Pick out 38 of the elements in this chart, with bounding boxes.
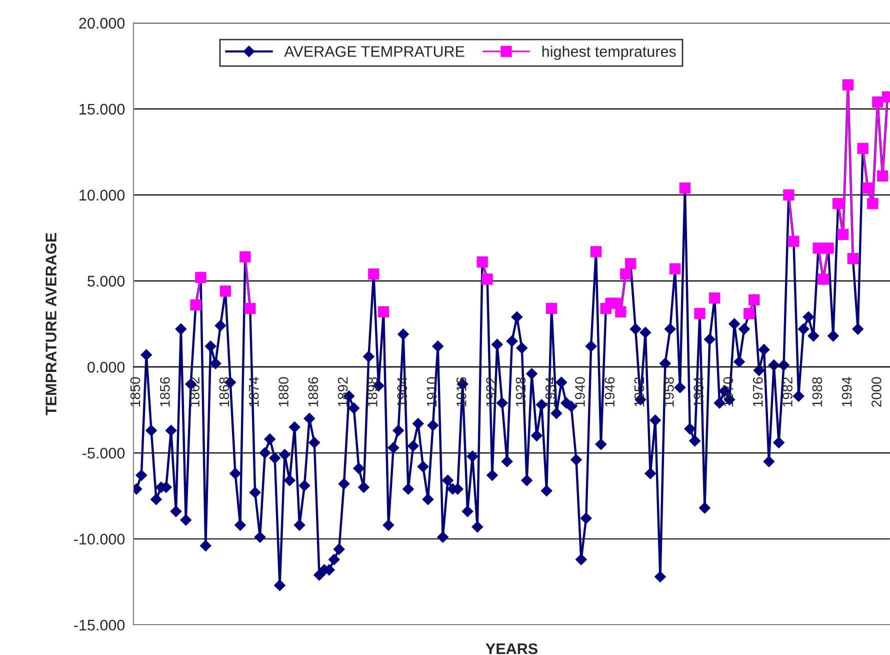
x-tick-label: 1898 (368, 377, 378, 406)
x-tick-label: 1928 (516, 377, 526, 406)
x-tick-label: 1952 (634, 377, 644, 406)
x-tick-label: 1886 (308, 377, 318, 406)
x-axis-title: YEARS (486, 643, 538, 654)
x-tick-label: 1946 (604, 377, 615, 406)
y-tick-label: 10.000 (80, 190, 125, 201)
x-tick-label: 1958 (664, 377, 674, 406)
x-tick-label: 1982 (782, 377, 792, 406)
x-tick-label: 1988 (812, 377, 822, 406)
x-tick-label: 1880 (278, 377, 288, 406)
x-tick-label: 1856 (160, 377, 170, 406)
y-axis-title: TEMPRATURE AVERAGE (46, 232, 56, 416)
y-tick-label: -15.000 (74, 620, 125, 631)
x-tick-label: 1868 (219, 377, 230, 406)
y-tick-label: 20.000 (79, 18, 125, 29)
y-tick-label: 15.000 (80, 104, 125, 115)
legend-label: AVERAGE TEMPRATURE (284, 46, 464, 57)
x-tick-label: 1862 (190, 377, 200, 406)
x-tick-label: 1874 (248, 377, 259, 406)
x-tick-label: 1994 (842, 377, 852, 406)
x-tick-label: 1892 (338, 377, 348, 406)
legend-label: highest tempratures (542, 46, 676, 60)
x-tick-label: 1904 (397, 377, 408, 406)
x-tick-label: 1910 (426, 377, 437, 406)
y-tick-label: 5.000 (88, 276, 125, 287)
x-tick-label: 1970 (723, 377, 734, 406)
y-tick-label: -5.000 (82, 448, 125, 459)
y-tick-label: 0.000 (88, 362, 125, 373)
x-tick-label: 2000 (872, 377, 882, 407)
x-tick-label: 1916 (456, 377, 466, 406)
y-tick-label: -10.000 (74, 534, 125, 545)
x-tick-label: 1934 (545, 377, 556, 406)
x-tick-label: 1850 (130, 377, 140, 406)
x-tick-label: 1976 (752, 377, 763, 406)
x-tick-label: 1964 (694, 377, 704, 406)
x-tick-label: 1940 (575, 377, 585, 406)
x-tick-label: 1922 (486, 377, 496, 406)
